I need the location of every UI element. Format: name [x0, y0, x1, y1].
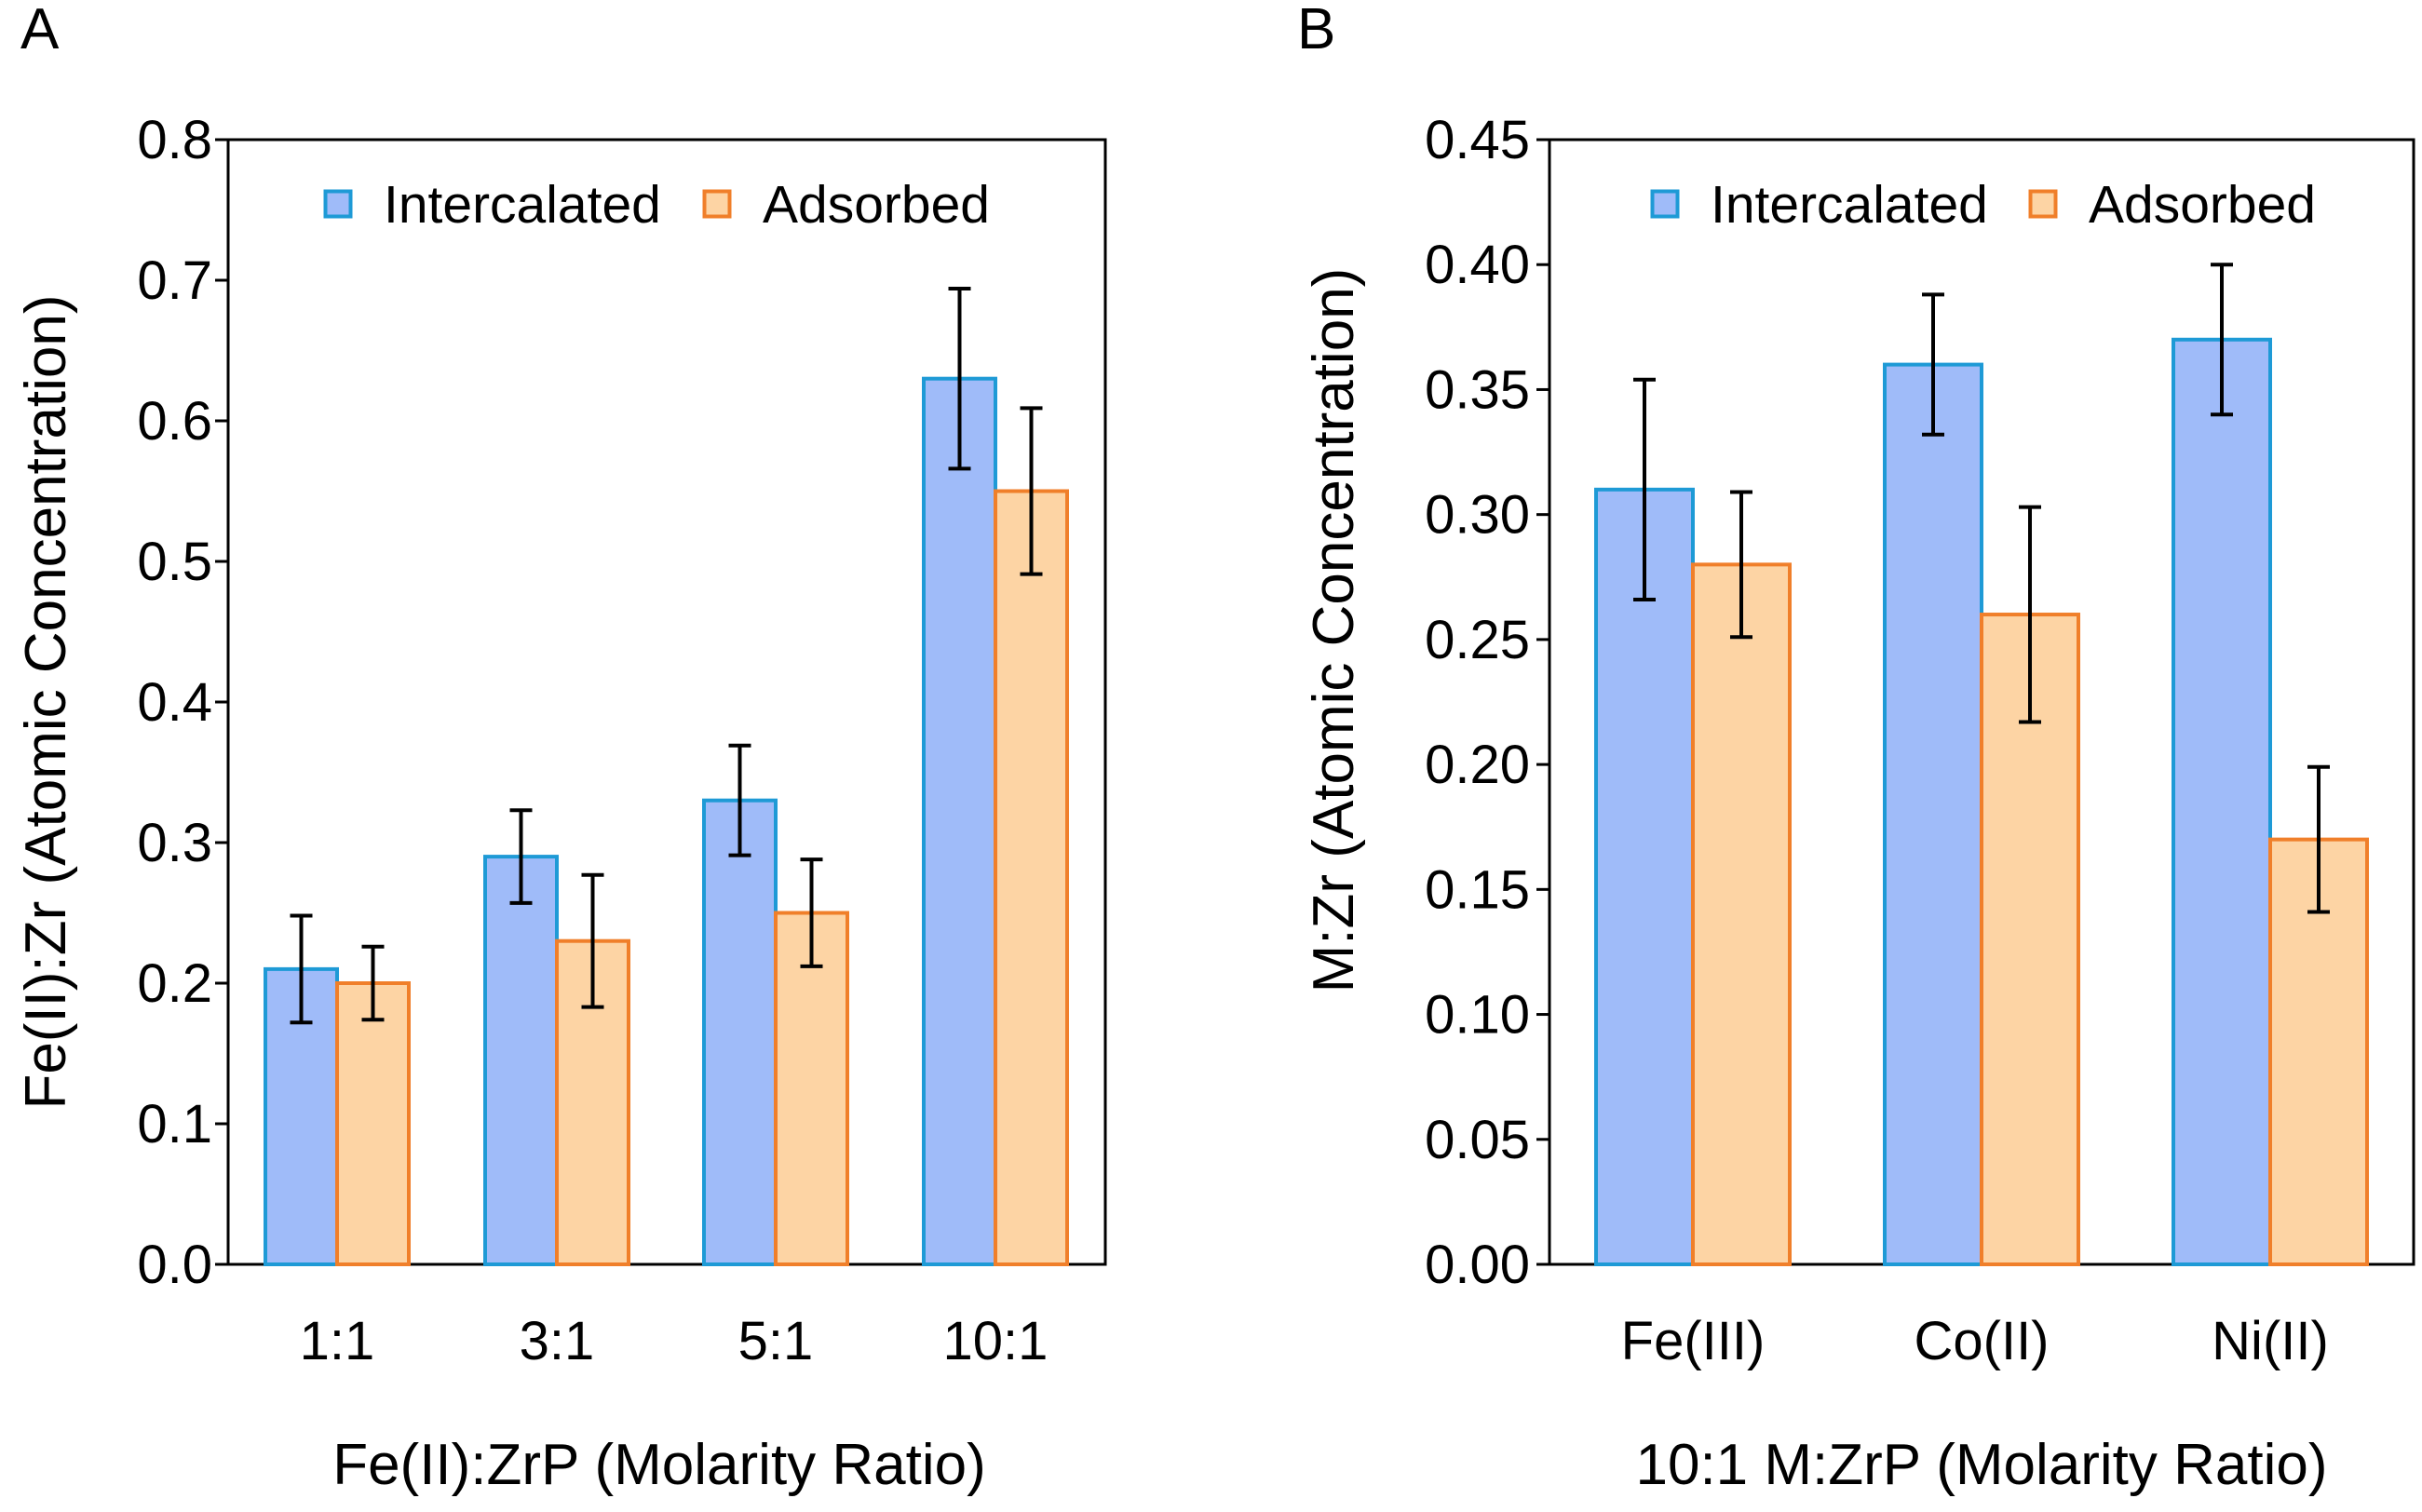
- y-tick-label: 0.20: [1425, 735, 1530, 795]
- legend-swatch-intercalated: [1650, 189, 1680, 219]
- panel-b: B 0.000.050.100.150.200.250.300.350.400.…: [1297, 0, 2415, 1497]
- y-tick-label: 0.3: [137, 813, 212, 873]
- y-tick-label: 0.25: [1425, 610, 1530, 670]
- bar-intercalated: [2172, 337, 2272, 1266]
- y-tick-label: 0.15: [1425, 859, 1530, 920]
- panel-a-tick-labels: 0.0 0.1 0.2 0.3 0.4 0.5 0.6 0.7 0.8 1:1 3:1 5:1 10:1: [137, 110, 1048, 1371]
- y-tick-label: 0.0: [137, 1235, 212, 1295]
- panel-b-x-axis-title: 10:1 M:ZrP (Molarity Ratio): [1635, 1433, 2327, 1497]
- bar-intercalated: [922, 376, 997, 1266]
- legend-swatch-adsorbed: [702, 189, 732, 219]
- bar-adsorbed: [2268, 837, 2369, 1267]
- panel-a-x-axis-title: Fe(II):ZrP (Molarity Ratio): [332, 1433, 986, 1497]
- y-tick-label: 0.30: [1425, 485, 1530, 546]
- y-tick-label: 0.7: [137, 250, 212, 311]
- x-category-label: 10:1: [943, 1311, 1049, 1371]
- y-tick-label: 0.45: [1425, 110, 1530, 170]
- bar-adsorbed: [774, 911, 849, 1266]
- y-tick-label: 0.8: [137, 110, 212, 170]
- y-tick-label: 0.4: [137, 672, 212, 733]
- y-tick-label: 0.40: [1425, 235, 1530, 295]
- y-tick-label: 0.00: [1425, 1235, 1530, 1295]
- x-category-label: Fe(III): [1621, 1311, 1766, 1371]
- panel-b-y-axis-title: M:Zr (Atomic Concentration): [1302, 268, 1366, 993]
- panel-a-y-axis-title: Fe(II):Zr (Atomic Concentration): [14, 294, 78, 1109]
- legend-label-adsorbed: Adsorbed: [2089, 175, 2316, 235]
- x-category-label: 1:1: [300, 1311, 375, 1371]
- panel-a-error-bars: [290, 287, 1043, 1025]
- panel-b-legend: Intercalated Adsorbed: [1650, 175, 2316, 235]
- y-tick-label: 0.35: [1425, 359, 1530, 420]
- y-tick-label: 0.5: [137, 532, 212, 592]
- legend-swatch-adsorbed: [2028, 189, 2058, 219]
- x-category-label: 3:1: [520, 1311, 595, 1371]
- panel-b-letter: B: [1297, 0, 1335, 61]
- legend-label-adsorbed: Adsorbed: [763, 175, 990, 235]
- y-tick-label: 0.2: [137, 953, 212, 1014]
- legend-label-intercalated: Intercalated: [1711, 175, 1988, 235]
- legend-swatch-intercalated: [323, 189, 353, 219]
- panel-b-bars: [1594, 337, 2369, 1267]
- y-tick-label: 0.6: [137, 391, 212, 452]
- bar-adsorbed: [1691, 562, 1792, 1266]
- y-tick-label: 0.10: [1425, 985, 1530, 1046]
- x-category-label: Co(II): [1915, 1311, 2050, 1371]
- x-category-label: 5:1: [738, 1311, 814, 1371]
- bar-intercalated: [702, 798, 778, 1266]
- panel-a-letter: A: [20, 0, 60, 61]
- bar-intercalated: [483, 855, 559, 1266]
- y-tick-label: 0.05: [1425, 1110, 1530, 1170]
- panel-a-axes: [215, 138, 1107, 1266]
- bar-adsorbed: [335, 981, 411, 1266]
- panel-b-error-bars: [1633, 263, 2330, 914]
- x-category-label: Ni(II): [2212, 1311, 2329, 1371]
- bar-intercalated: [1594, 487, 1695, 1266]
- y-tick-label: 0.1: [137, 1094, 212, 1154]
- bar-intercalated: [1883, 362, 1983, 1267]
- panel-a-legend: Intercalated Adsorbed: [323, 175, 990, 235]
- legend-label-intercalated: Intercalated: [384, 175, 661, 235]
- panel-b-tick-labels: 0.00 0.05 0.10 0.15 0.20 0.25 0.30 0.35 0.40 0.45…: [1425, 110, 2329, 1371]
- panel-a: A 0.0 0.1 0.2 0.3 0.4 0.5 0.6 0.7 0.8 1:1 3:1 5:1 10…: [14, 0, 1107, 1497]
- bar-adsorbed: [994, 489, 1069, 1266]
